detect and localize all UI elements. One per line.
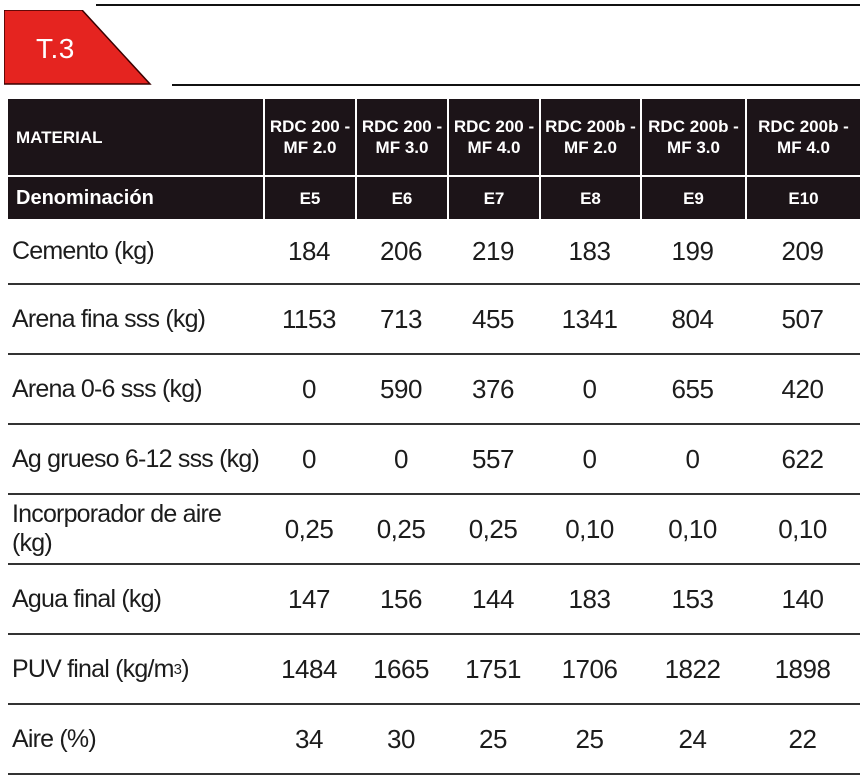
table-cell: 24 (678, 723, 707, 754)
table-cell: 0,10 (565, 513, 614, 544)
table-cell: 1706 (561, 653, 618, 684)
table-cell: 1484 (281, 653, 337, 684)
header-row-denomination: Denominación E5 E6 E7 E8 E9 E10 (8, 175, 860, 219)
column-header: RDC 200 - MF 3.0 (355, 99, 447, 175)
table-cell: 0 (302, 443, 316, 474)
material-header: MATERIAL (16, 127, 103, 147)
table-cell: 1898 (774, 653, 831, 684)
table-row: Cemento (kg) 184 206 219 183 199 209 (8, 219, 860, 285)
table-cell: 1341 (561, 303, 618, 334)
column-header: RDC 200 - MF 2.0 (263, 99, 355, 175)
table-cell: 153 (671, 583, 714, 614)
header-row-material: MATERIAL RDC 200 - MF 2.0 RDC 200 - MF 3.0… (8, 99, 860, 175)
table-cell: 0,25 (376, 513, 426, 544)
row-label: Incorporador de aire (kg) (12, 500, 222, 557)
row-label: Arena fina sss (kg) (12, 304, 206, 333)
table-cell: 0 (685, 443, 700, 474)
table-cell: 0,10 (668, 513, 717, 544)
table-body: Cemento (kg) 184 206 219 183 199 209 Are… (8, 219, 860, 775)
row-label: Aire (%) (12, 724, 97, 753)
table-cell: 1822 (664, 653, 721, 684)
table-cell: 25 (575, 723, 604, 754)
table-cell: 0,25 (468, 513, 518, 544)
table-cell: 0 (582, 443, 597, 474)
table-cell: 199 (671, 235, 714, 266)
table-cell: 1665 (373, 653, 429, 684)
column-code: E5 (263, 177, 355, 219)
column-header: RDC 200 - MF 4.0 (447, 99, 539, 175)
title-rule (172, 84, 860, 86)
table-row: Aire (%) 34 30 25 25 24 22 (8, 705, 860, 775)
table-cell: 140 (781, 583, 824, 614)
table-cell: 655 (671, 373, 714, 404)
tag-label: T.3 (36, 33, 75, 64)
table-cell: 30 (387, 723, 415, 754)
table-row: Ag grueso 6-12 sss (kg) 0 0 557 0 0 622 (8, 425, 860, 495)
table-row: Agua final (kg) 147 156 144 183 153 140 (8, 565, 860, 635)
table-cell: 455 (472, 303, 514, 334)
table-cell: 713 (380, 303, 422, 334)
column-code: E8 (539, 177, 640, 219)
table-cell: 622 (781, 443, 824, 474)
table-row: Arena fina sss (kg) 1153 713 455 1341 80… (8, 285, 860, 355)
column-code: E6 (355, 177, 447, 219)
table-cell: 590 (380, 373, 422, 404)
table-cell: 557 (472, 443, 514, 474)
table-cell: 376 (472, 373, 514, 404)
table-row: PUV final (kg/m 3) 1484 1665 1751 1706 18… (8, 635, 860, 705)
table-cell: 209 (781, 235, 824, 266)
table-cell: 804 (671, 303, 714, 334)
row-label: PUV final (kg/m 3) (12, 654, 190, 683)
table-cell: 183 (568, 583, 611, 614)
data-table: MATERIAL RDC 200 - MF 2.0 RDC 200 - MF 3.0… (8, 99, 860, 775)
table-cell: 0 (394, 443, 408, 474)
table-cell: 147 (288, 583, 330, 614)
column-header: RDC 200b - MF 2.0 (539, 99, 640, 175)
table-cell: 420 (781, 373, 824, 404)
column-code: E9 (640, 177, 745, 219)
table-cell: 0 (582, 373, 597, 404)
column-header: RDC 200b - MF 3.0 (640, 99, 745, 175)
row-label: Agua final (kg) (12, 584, 162, 613)
table-cell: 156 (380, 583, 422, 614)
table-cell: 25 (479, 723, 507, 754)
table-cell: 206 (380, 235, 422, 266)
table-cell: 184 (288, 235, 330, 266)
table-row: Incorporador de aire (kg) 0,25 0,25 0,25… (8, 495, 860, 565)
table-cell: 507 (781, 303, 824, 334)
row-label: Cemento (kg) (12, 236, 155, 265)
table-cell: 34 (295, 723, 323, 754)
row-label: Ag grueso 6-12 sss (kg) (12, 444, 260, 473)
table-cell: 0,10 (778, 513, 827, 544)
table-cell: 144 (472, 583, 514, 614)
table-cell: 0,25 (284, 513, 334, 544)
column-header: RDC 200b - MF 4.0 (745, 99, 860, 175)
table-cell: 0 (302, 373, 316, 404)
table-cell: 22 (788, 723, 817, 754)
row-label: Arena 0-6 sss (kg) (12, 374, 203, 403)
table-cell: 219 (472, 235, 514, 266)
tag-shape (4, 10, 152, 85)
column-code: E7 (447, 177, 539, 219)
table-cell: 1153 (282, 303, 336, 334)
table-cell: 1751 (465, 653, 521, 684)
table-row: Arena 0-6 sss (kg) 0 590 376 0 655 420 (8, 355, 860, 425)
table-cell: 183 (568, 235, 611, 266)
table-tag: T.3 (4, 10, 154, 86)
top-rule (96, 4, 860, 6)
column-code: E10 (745, 177, 860, 219)
denomination-header: Denominación (16, 186, 154, 209)
